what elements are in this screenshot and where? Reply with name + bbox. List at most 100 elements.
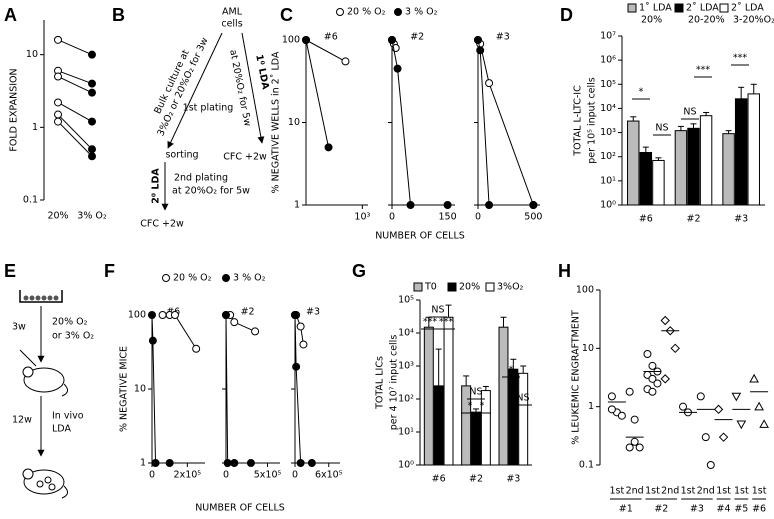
data-point — [88, 117, 96, 126]
node-text: at 20%O₂ for 5w — [172, 186, 250, 197]
bar — [518, 372, 529, 466]
group-label: #2 — [654, 504, 668, 515]
legend-marker — [336, 8, 344, 16]
data-point — [754, 401, 764, 411]
group-label: #3 — [690, 504, 704, 515]
legend-label: 3 % O₂ — [233, 273, 266, 284]
x-tick-label: 5x10⁵ — [254, 470, 282, 481]
y-axis-label: FOLD EXPANSION — [9, 68, 20, 151]
arrow — [167, 32, 223, 149]
legend-label: T0 — [424, 282, 437, 293]
fit-line — [162, 314, 197, 350]
x-tick-label: 2x10⁵ — [174, 470, 202, 481]
data-point — [476, 46, 485, 55]
bar — [699, 115, 713, 206]
fit-line — [391, 39, 448, 206]
data-point — [443, 201, 452, 209]
subplot-title: #6 — [324, 32, 338, 43]
y-tick-label: 1 — [588, 401, 594, 412]
panel-label: D — [560, 5, 573, 25]
y-axis-label: % NEGATIVE MICE — [119, 346, 130, 432]
step-text: 3w — [12, 322, 26, 333]
significance-label: NS — [683, 107, 696, 118]
significance-label: *** — [733, 53, 748, 64]
pair-line — [57, 70, 93, 85]
y-axis-label: per 4 10⁷ input cells — [389, 335, 400, 431]
data-point — [648, 387, 657, 396]
significance-label: *** — [439, 317, 454, 328]
x-tick-label: 1st — [752, 486, 767, 497]
data-point — [299, 340, 308, 349]
x-tick-label: 150 — [439, 212, 457, 223]
panel-label: A — [4, 5, 17, 25]
data-point — [251, 327, 260, 336]
y-tick-label: 10³ — [600, 127, 616, 138]
data-point — [54, 35, 62, 44]
y-tick-label: 10 — [582, 343, 594, 354]
y-tick-label: 1 — [294, 200, 300, 211]
y-tick-label: 100 — [128, 310, 146, 321]
data-point — [643, 349, 652, 358]
data-point — [341, 57, 350, 66]
group-label: #1 — [619, 504, 633, 515]
data-point — [485, 201, 494, 209]
x-tick-label: 1st — [716, 486, 731, 497]
panel-label: E — [4, 261, 16, 281]
y-tick-label: 100 — [576, 285, 594, 296]
y-tick-label: 10⁴ — [398, 328, 414, 339]
pair-line — [57, 102, 93, 123]
data-point — [485, 79, 494, 88]
fit-line — [305, 39, 346, 62]
x-tick-label: #2 — [686, 214, 700, 225]
step-text: 20% O₂ — [52, 317, 88, 328]
y-axis-label: TOTAL LICs — [375, 356, 386, 410]
y-axis-label: % LEUKEMIC ENGRAFTMENT — [571, 310, 582, 445]
bar — [433, 385, 444, 466]
x-tick-label: 2nd — [626, 486, 644, 497]
y-tick-label: 10⁰ — [600, 200, 616, 211]
legend-label: 2˚ LDA — [731, 3, 764, 14]
significance-label: NS — [469, 387, 482, 398]
significance-label: NS — [655, 123, 668, 134]
bar — [747, 93, 760, 206]
subplot-title: #2 — [410, 32, 424, 43]
y-tick-label: 10 — [288, 117, 300, 128]
x-tick-label: 6x10⁵ — [315, 470, 343, 481]
x-tick-label: 1st — [681, 486, 696, 497]
diagram-e: E 3w 20% O₂ or 3% O₂ 12w In vivo LDA — [4, 261, 94, 499]
data-point — [648, 361, 657, 370]
significance-label: * — [509, 365, 514, 376]
data-point — [54, 110, 62, 119]
arrow-text: 2⁰ LDA — [151, 168, 162, 204]
y-tick-label: 1 — [32, 122, 38, 133]
x-tick-label: 1st — [734, 486, 749, 497]
x-tick-label: 0 — [223, 470, 229, 481]
bar — [722, 133, 735, 206]
bar — [627, 120, 640, 206]
legend-swatch — [485, 282, 495, 292]
data-point — [88, 152, 96, 161]
legend-marker — [394, 8, 402, 16]
legend-label: 20 % O₂ — [347, 7, 386, 18]
y-tick-label: 10 — [134, 384, 146, 395]
data-point — [151, 459, 160, 467]
data-point — [718, 432, 729, 442]
data-point — [701, 433, 710, 442]
bar — [687, 127, 700, 206]
legend-marker — [222, 274, 230, 282]
data-point — [302, 36, 310, 44]
y-tick-label: 10⁵ — [398, 295, 414, 306]
data-point — [246, 459, 255, 467]
data-point — [406, 201, 415, 209]
fit-line — [305, 39, 330, 148]
data-point — [731, 392, 742, 402]
y-tick-label: 10⁰ — [398, 460, 414, 471]
significance-label: * — [639, 87, 644, 98]
data-point — [88, 88, 96, 97]
data-point — [648, 374, 657, 383]
significance-label: * — [468, 401, 473, 412]
legend-swatch — [413, 282, 423, 292]
subplot-title: #3 — [306, 307, 320, 318]
node-text: 2nd plating — [174, 173, 228, 184]
